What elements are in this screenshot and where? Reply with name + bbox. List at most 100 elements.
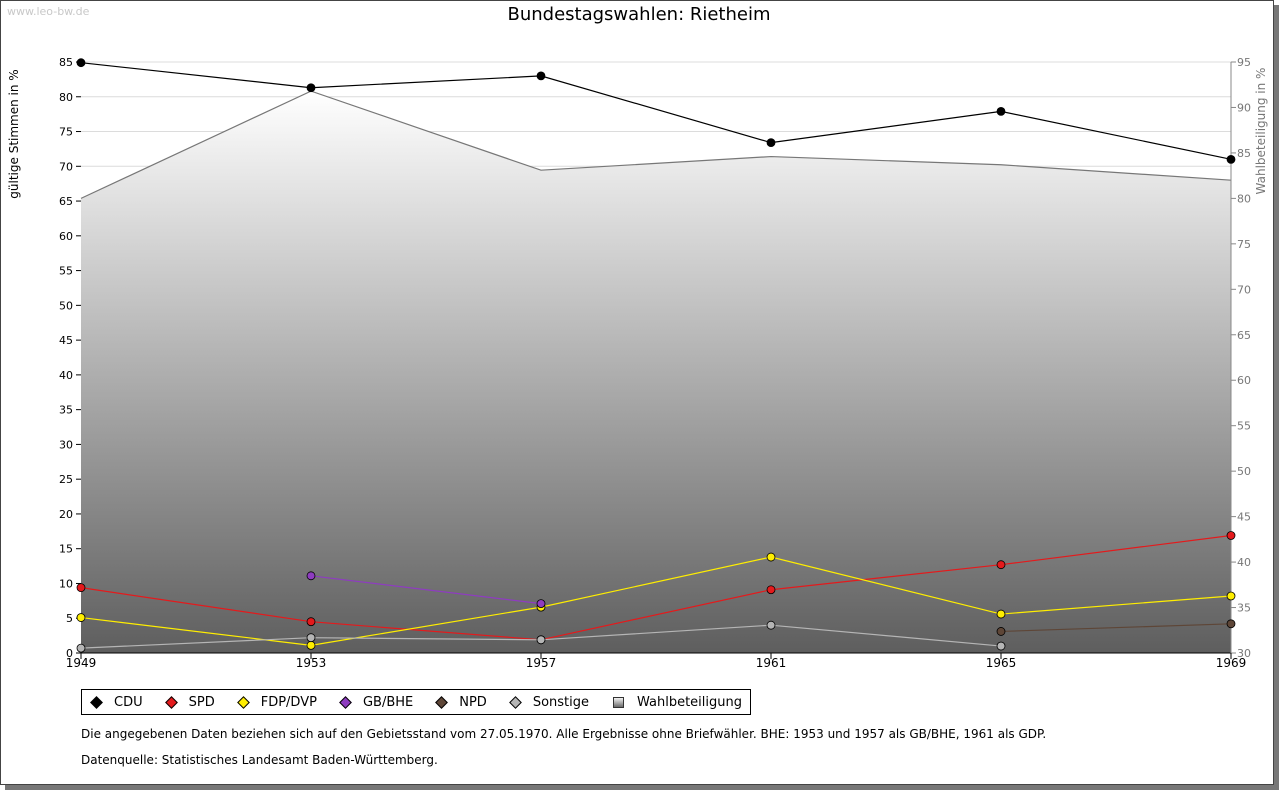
y2-tick-label: 30 [1237,647,1251,660]
y-tick-label: 45 [59,334,73,347]
data-point-sonstige [306,633,316,643]
legend-label-gbbhe: GB/BHE [362,694,414,710]
legend-label-cdu: CDU [114,694,143,710]
legend-label-npd: NPD [459,694,487,710]
y-tick-label: 80 [59,91,73,104]
y-tick-label: 60 [59,230,73,243]
y-tick-label: 5 [66,612,73,625]
series-line-spd [80,534,1232,641]
series-fdp-dvp [76,552,1236,650]
legend-marker-fdp [236,695,250,709]
data-point-spd [1226,531,1236,540]
data-point-fdp-dvp [306,640,316,650]
data-note: Die angegebenen Daten beziehen sich auf … [81,727,1047,741]
y2-tick-label: 35 [1237,602,1251,615]
y2-tick-label: 40 [1237,556,1251,569]
y2-tick-label: 70 [1237,283,1251,296]
series-line-gb-bhe [310,575,542,605]
series-cdu [76,58,1236,164]
y-tick-label: 50 [59,299,73,312]
axes: 0 5 10 15 20 25 30 35 40 45 50 55 60 65 70 75 80 85 30 35 40… [59,56,1251,670]
data-point-cdu [1226,154,1236,164]
series-npd [996,619,1236,636]
data-point-sonstige [766,620,776,630]
x-tick-label: 1957 [526,656,557,670]
legend-item-sonstige: Sonstige [507,695,589,710]
legend-label-fdp: FDP/DVP [260,694,317,710]
data-point-gb-bhe [306,571,316,581]
data-point-cdu [536,71,546,81]
y-tick-label: 75 [59,126,73,139]
data-point-npd [1226,619,1236,629]
y-tick-label: 15 [59,543,73,556]
legend: CDU SPD FDP/DVP GB/BHE NPD Sonstige Wahl… [81,689,752,715]
turnout-area [80,90,1232,653]
data-point-gb-bhe [536,599,546,609]
legend-item-npd: NPD [433,695,487,710]
chart-title: Bundestagswahlen: Rietheim [507,4,771,25]
x-tick-label: 1969 [1216,656,1247,670]
turnout-area-fill [81,91,1231,653]
y2-tick-label: 55 [1237,420,1251,433]
x-tick-label: 1953 [296,656,327,670]
y-tick-label: 65 [59,195,73,208]
data-point-spd [76,583,86,593]
legend-marker-npd [435,695,449,709]
legend-item-wahlbeteiligung: Wahlbeteiligung [609,695,742,710]
y2-tick-label: 50 [1237,465,1251,478]
x-tick-label: 1949 [66,656,97,670]
y-tick-label: 10 [59,577,73,590]
y-tick-label: 35 [59,404,73,417]
y2-tick-label: 75 [1237,238,1251,251]
legend-marker-wahlbeteiligung [613,696,624,708]
data-point-fdp-dvp [996,609,1006,619]
data-point-spd [766,585,776,595]
y2-tick-label: 95 [1237,56,1251,69]
legend-item-fdp: FDP/DVP [235,695,317,710]
series-line-fdp-dvp [80,556,1232,646]
series-lines [76,58,1236,653]
watermark: www.leo-bw.de [7,5,90,18]
data-point-cdu [996,106,1006,116]
data-point-cdu [306,83,316,93]
series-line-cdu [80,62,1232,160]
data-point-spd [306,617,316,627]
legend-marker-cdu [90,695,103,709]
series-gb-bhe [306,571,546,609]
data-point-sonstige [996,641,1006,651]
legend-item-cdu: CDU [88,695,143,710]
data-point-fdp-dvp [1226,591,1236,601]
y-tick-label: 70 [59,160,73,173]
y2-tick-label: 65 [1237,329,1251,342]
y2-tick-label: 80 [1237,192,1251,205]
series-sonstige [76,620,1006,653]
series-line-npd [1000,623,1232,633]
y2-tick-label: 85 [1237,147,1251,160]
y-tick-label: 0 [66,647,73,660]
y2-tick-label: 60 [1237,374,1251,387]
y2-tick-label: 90 [1237,101,1251,114]
y-tick-label: 25 [59,473,73,486]
legend-item-spd: SPD [163,695,215,710]
data-point-fdp-dvp [76,613,86,622]
legend-item-gbbhe: GB/BHE [337,695,413,710]
legend-label-wahlbeteiligung: Wahlbeteiligung [637,694,743,710]
legend-marker-sonstige [508,695,522,709]
x-tick-label: 1965 [986,656,1017,670]
data-point-cdu [766,138,776,148]
legend-label-spd: SPD [188,694,215,710]
y-tick-label: 40 [59,369,73,382]
legend-marker-gbbhe [339,695,352,709]
data-source: Datenquelle: Statistisches Landesamt Bad… [81,753,438,767]
line-chart: 0 5 10 15 20 25 30 35 40 45 50 55 60 65 70 75 80 85 30 35 40… [59,56,1251,670]
x-tick-label: 1961 [756,656,787,670]
data-point-spd [996,560,1006,570]
y-tick-label: 85 [59,56,73,69]
y-tick-label: 20 [59,508,73,521]
data-point-npd [996,627,1006,636]
y-tick-label: 30 [59,438,73,451]
data-point-sonstige [76,643,86,653]
legend-label-sonstige: Sonstige [532,694,589,710]
turnout-line [80,90,1232,199]
